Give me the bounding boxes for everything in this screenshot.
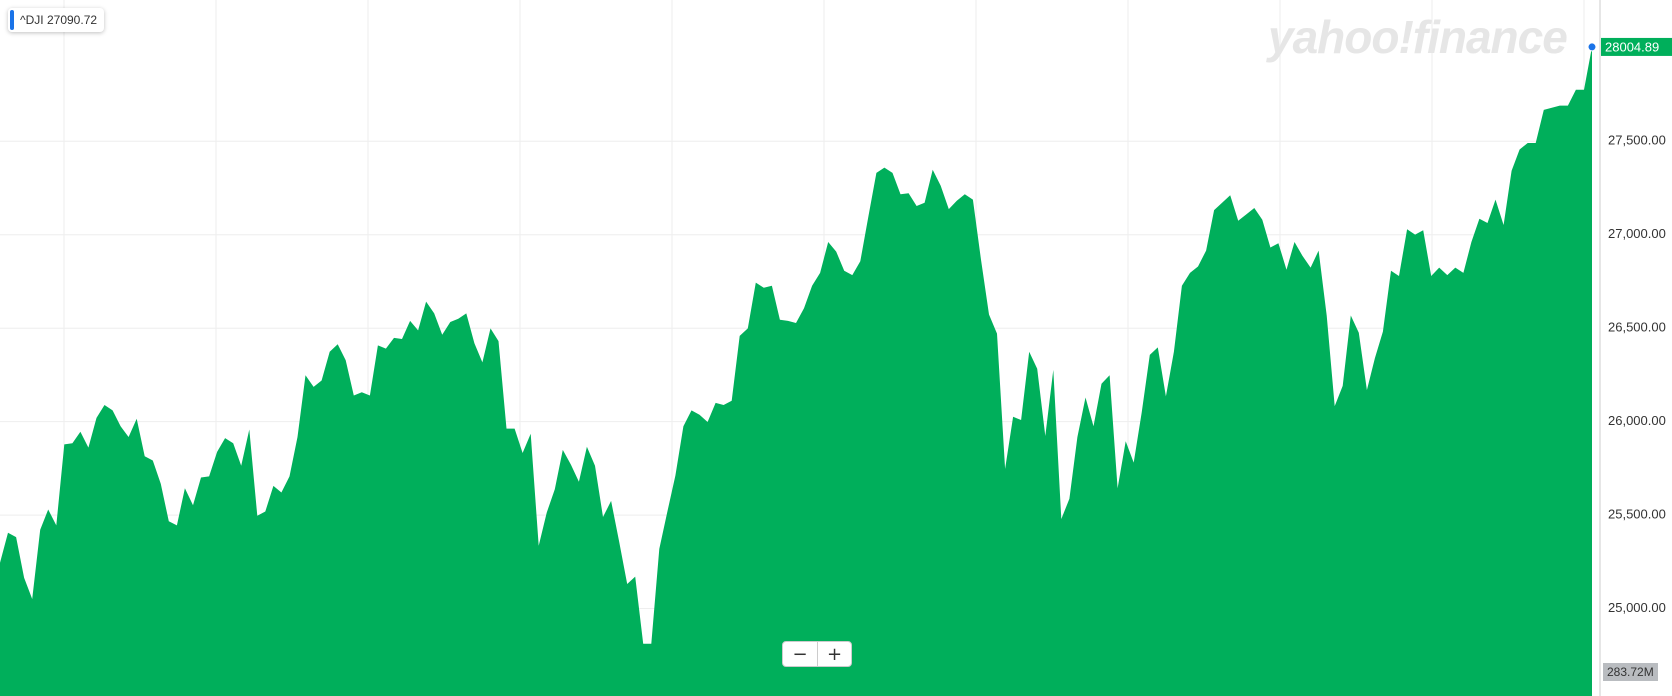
y-tick-label: 26,000.00: [1608, 413, 1666, 428]
last-point: [1587, 42, 1597, 52]
y-tick-label: 25,000.00: [1608, 600, 1666, 615]
zoom-controls: − +: [782, 641, 852, 667]
volume-label: 283.72M: [1603, 663, 1658, 681]
legend-value: 27090.72: [46, 13, 98, 27]
legend-name: ^DJI: [20, 13, 44, 27]
zoom-out[interactable]: −: [783, 642, 817, 666]
zoom-in[interactable]: +: [817, 642, 851, 666]
area: [0, 46, 1592, 696]
y-tick-label: 25,500.00: [1608, 507, 1666, 522]
last-value-label: 28004.89: [1605, 39, 1659, 54]
y-tick-label: 27,000.00: [1608, 226, 1666, 241]
last-value-box: [1601, 37, 1672, 56]
watermark: yahoo!finance: [1268, 11, 1568, 63]
y-tick-label: 26,500.00: [1608, 320, 1666, 335]
y-tick-label: 27,500.00: [1608, 133, 1666, 148]
legend: ^DJI 27090.72: [8, 8, 105, 32]
